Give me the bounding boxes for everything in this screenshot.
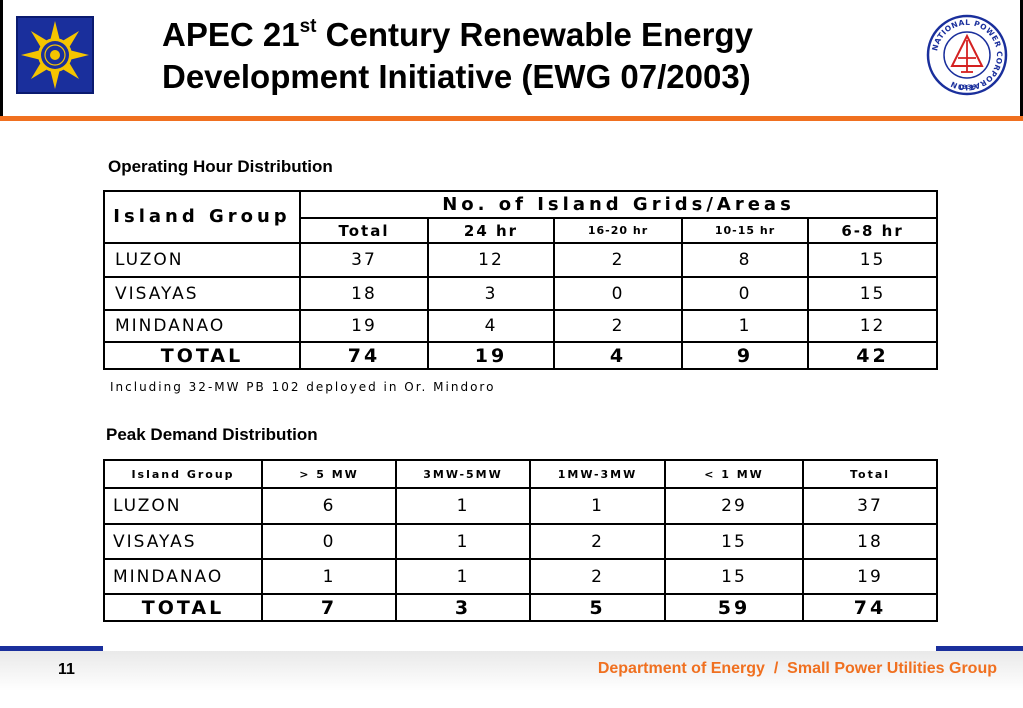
cell-value: 1 [681,309,809,343]
header-island-group: Island Group [103,190,301,244]
national-power-corporation-logo: NATIONAL POWER CORPORATION 1936 [926,14,1008,96]
cell-value: 12 [427,242,555,278]
cell-value: 18 [802,523,938,560]
total-value: 3 [395,593,531,622]
cell-value: 12 [806,309,939,343]
header-frame-right [1020,0,1023,116]
header-no-of-grids: No. of Island Grids/Areas [298,190,939,219]
cell-value: 15 [806,276,939,311]
operating-hour-table: Island Group No. of Island Grids/Areas T… [103,190,939,370]
header-1-3mw: 1MW-3MW [529,459,666,489]
cell-value: 1 [395,487,531,525]
total-value: 5 [529,593,666,622]
cell-value: 8 [681,242,809,278]
peak-demand-heading: Peak Demand Distribution [106,425,318,444]
table-row: LUZON 6 1 1 29 37 [103,487,938,525]
cell-value: 19 [299,309,429,343]
header-total: Total [802,459,938,489]
table-row: VISAYAS 18 3 0 0 15 [103,276,939,311]
title-line-1: APEC 21st Century Renewable Energy [162,16,753,53]
cell-value: 1 [395,523,531,560]
row-island-name: MINDANAO [103,558,263,595]
header-over-5mw: > 5 MW [261,459,397,489]
row-island-name: LUZON [103,487,263,525]
table-row: MINDANAO 1 1 2 15 19 [103,558,938,595]
row-island-name: MINDANAO [103,309,301,343]
header-6-8hr: 6-8 hr [806,217,939,244]
slide-title: APEC 21st Century Renewable Energy Devel… [162,14,882,98]
header-island-group: Island Group [103,459,263,489]
row-island-name: VISAYAS [103,276,301,311]
table-row: LUZON 37 12 2 8 15 [103,242,939,278]
header-16-20hr: 16-20 hr [553,217,683,244]
total-row: TOTAL 74 19 4 9 42 [103,341,939,370]
cell-value: 37 [802,487,938,525]
footer-credit: Department of Energy / Small Power Utili… [597,660,997,677]
cell-value: 1 [529,487,666,525]
header-row: Island Group > 5 MW 3MW-5MW 1MW-3MW < 1 … [103,459,938,489]
table-row: MINDANAO 19 4 2 1 12 [103,309,939,343]
total-value: 74 [802,593,938,622]
cell-value: 6 [261,487,397,525]
cell-value: 0 [261,523,397,560]
cell-value: 15 [806,242,939,278]
header-3-5mw: 3MW-5MW [395,459,531,489]
cell-value: 2 [553,242,683,278]
cell-value: 37 [299,242,429,278]
total-value: 42 [806,341,939,370]
cell-value: 2 [553,309,683,343]
footer-rule-right [936,646,1023,651]
operating-hour-heading: Operating Hour Distribution [108,157,333,176]
page-number: 11 [58,661,75,678]
total-value: 19 [427,341,555,370]
header-under-1mw: < 1 MW [664,459,804,489]
cell-value: 0 [681,276,809,311]
cell-value: 1 [395,558,531,595]
cell-value: 2 [529,558,666,595]
cell-value: 3 [427,276,555,311]
cell-value: 4 [427,309,555,343]
total-label: TOTAL [103,341,301,370]
peak-demand-table: Island Group > 5 MW 3MW-5MW 1MW-3MW < 1 … [103,459,938,622]
footer-rule-left [0,646,103,651]
total-value: 7 [261,593,397,622]
header-rule [0,116,1023,121]
total-value: 74 [299,341,429,370]
footer-band [0,651,1023,708]
row-island-name: LUZON [103,242,301,278]
header-total: Total [299,217,429,244]
svg-text:1936: 1936 [958,83,977,91]
total-row: TOTAL 7 3 5 59 74 [103,593,938,622]
total-value: 9 [681,341,809,370]
row-island-name: VISAYAS [103,523,263,560]
department-of-energy-logo [16,16,94,94]
title-line-2: Development Initiative (EWG 07/2003) [162,58,751,95]
cell-value: 15 [664,523,804,560]
cell-value: 18 [299,276,429,311]
table-row: VISAYAS 0 1 2 15 18 [103,523,938,560]
total-label: TOTAL [103,593,263,622]
cell-value: 0 [553,276,683,311]
header-frame-left [0,0,3,116]
cell-value: 15 [664,558,804,595]
cell-value: 29 [664,487,804,525]
total-value: 4 [553,341,683,370]
cell-value: 2 [529,523,666,560]
total-value: 59 [664,593,804,622]
header-24hr: 24 hr [427,217,555,244]
cell-value: 1 [261,558,397,595]
header-10-15hr: 10-15 hr [681,217,809,244]
cell-value: 19 [802,558,938,595]
table-footnote: Including 32-MW PB 102 deployed in Or. M… [110,380,496,394]
